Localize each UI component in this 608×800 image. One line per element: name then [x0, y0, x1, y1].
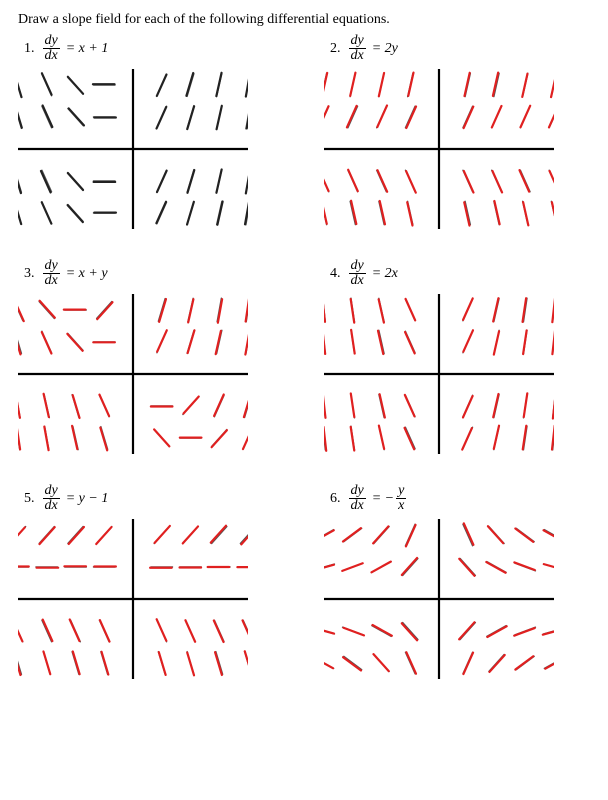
- problem: 4. dydx = 2x: [324, 259, 590, 454]
- problem-number: 2.: [330, 41, 341, 57]
- equation: 1. dydx = x + 1: [24, 34, 284, 63]
- slope-field-plot: [324, 69, 554, 229]
- problem: 3. dydx = x + y: [18, 259, 284, 454]
- fraction-dy-dx: dydx: [43, 259, 60, 288]
- equation: 6. dydx = − yx: [330, 484, 590, 513]
- problems-grid: 1. dydx = x + 1 2. dydx = 2y 3. dydx = x…: [18, 34, 590, 679]
- fraction-dy-dx: dydx: [349, 34, 366, 63]
- problem-number: 1.: [24, 41, 35, 57]
- fraction-dy-dx: dydx: [43, 484, 60, 513]
- slope-field-plot: [18, 294, 248, 454]
- problem: 1. dydx = x + 1: [18, 34, 284, 229]
- fraction-dy-dx: dydx: [349, 484, 366, 513]
- problem-number: 3.: [24, 266, 35, 282]
- slope-field-plot: [18, 519, 248, 679]
- fraction-dy-dx: dydx: [349, 259, 366, 288]
- equation: 5. dydx = y − 1: [24, 484, 284, 513]
- problem: 5. dydx = y − 1: [18, 484, 284, 679]
- problem: 6. dydx = − yx: [324, 484, 590, 679]
- slope-field-plot: [18, 69, 248, 229]
- problem-number: 6.: [330, 491, 341, 507]
- slope-field-plot: [324, 294, 554, 454]
- problem-number: 5.: [24, 491, 35, 507]
- fraction-dy-dx: dydx: [43, 34, 60, 63]
- equation: 2. dydx = 2y: [330, 34, 590, 63]
- equation: 4. dydx = 2x: [330, 259, 590, 288]
- problem: 2. dydx = 2y: [324, 34, 590, 229]
- equation: 3. dydx = x + y: [24, 259, 284, 288]
- problem-number: 4.: [330, 266, 341, 282]
- instruction-text: Draw a slope field for each of the follo…: [18, 12, 590, 28]
- slope-field-plot: [324, 519, 554, 679]
